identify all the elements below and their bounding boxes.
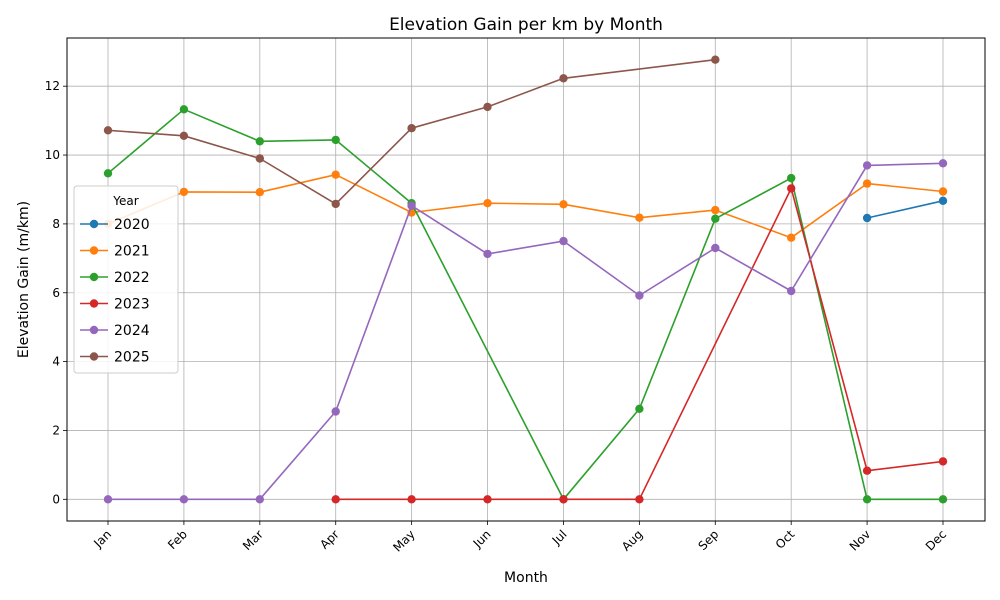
data-point xyxy=(331,135,340,145)
chart-title: Elevation Gain per km by Month xyxy=(389,15,663,35)
data-point xyxy=(103,169,113,178)
data-point xyxy=(711,205,720,215)
data-point xyxy=(711,55,720,64)
series-line xyxy=(335,187,944,501)
data-point xyxy=(331,407,340,416)
data-point xyxy=(635,495,644,504)
data-point xyxy=(103,126,113,135)
data-point xyxy=(483,199,492,208)
data-point xyxy=(635,213,644,222)
data-point xyxy=(179,187,189,197)
y-tick-label: 2 xyxy=(52,423,60,437)
data-point xyxy=(938,159,948,168)
y-ticks: 0 2 4 6 8 10 12 xyxy=(45,79,67,506)
legend-label: 2024 xyxy=(114,323,150,339)
legend-marker xyxy=(89,272,99,282)
data-point xyxy=(331,495,340,504)
legend-item-2024: 2024 xyxy=(80,323,150,339)
data-point xyxy=(635,404,644,413)
data-point xyxy=(862,179,872,188)
data-point xyxy=(407,124,416,133)
series-2025 xyxy=(103,55,720,209)
data-point xyxy=(103,495,113,504)
data-point xyxy=(483,249,492,259)
legend-label: 2021 xyxy=(114,244,150,260)
legend-label: 2020 xyxy=(114,217,150,233)
legend-marker xyxy=(89,352,99,361)
legend-item-2022: 2022 xyxy=(80,270,150,286)
data-point xyxy=(255,188,264,197)
data-point xyxy=(938,457,948,466)
data-point xyxy=(179,105,189,114)
data-point xyxy=(862,213,872,223)
legend-title: Year xyxy=(112,194,138,208)
data-point xyxy=(331,170,340,179)
data-point xyxy=(787,173,796,183)
data-point xyxy=(407,201,416,210)
legend-item-2020: 2020 xyxy=(80,217,150,233)
data-point xyxy=(862,161,872,170)
data-point xyxy=(255,137,264,146)
data-point xyxy=(331,199,340,209)
legend-item-2025: 2025 xyxy=(80,350,150,366)
series-line xyxy=(108,162,944,501)
data-point xyxy=(483,495,492,504)
series-2024 xyxy=(103,159,948,504)
data-point xyxy=(559,200,568,209)
data-point xyxy=(179,131,189,140)
series-layer xyxy=(103,55,948,504)
y-axis-title: Elevation Gain (m/km) xyxy=(16,201,32,358)
data-point xyxy=(711,243,720,253)
data-point xyxy=(559,74,568,83)
y-tick-label: 10 xyxy=(45,148,60,162)
y-tick-label: 4 xyxy=(52,355,60,369)
legend: Year 2020 2021 2022 2023 2024 2025 xyxy=(73,185,179,374)
legend-label: 2022 xyxy=(114,270,150,286)
legend-label: 2023 xyxy=(114,297,150,313)
data-point xyxy=(559,495,568,504)
data-point xyxy=(862,466,872,475)
data-point xyxy=(559,236,568,246)
data-point xyxy=(938,495,948,504)
y-tick-label: 12 xyxy=(45,79,60,93)
legend-item-2021: 2021 xyxy=(80,244,150,260)
data-point xyxy=(787,286,796,296)
data-point xyxy=(938,187,948,196)
data-point xyxy=(787,233,796,242)
data-point xyxy=(407,495,416,504)
data-point xyxy=(483,102,492,112)
data-point xyxy=(179,495,189,504)
data-point xyxy=(635,291,644,300)
series-2020 xyxy=(862,196,948,223)
series-2023 xyxy=(331,184,948,504)
data-point xyxy=(862,495,872,504)
y-tick-label: 6 xyxy=(52,286,60,300)
legend-marker xyxy=(89,325,99,335)
series-line xyxy=(107,58,716,205)
legend-marker xyxy=(89,246,99,255)
legend-marker xyxy=(89,299,99,308)
legend-marker xyxy=(89,219,99,229)
legend-box xyxy=(73,185,179,374)
legend-label: 2025 xyxy=(114,350,150,366)
legend-item-2023: 2023 xyxy=(80,297,150,313)
grid xyxy=(67,38,985,521)
data-point xyxy=(938,196,948,205)
data-point xyxy=(255,495,264,504)
data-point xyxy=(787,184,796,193)
x-axis-title: Month xyxy=(504,570,548,586)
series-line xyxy=(866,200,944,219)
data-point xyxy=(711,214,720,223)
y-tick-label: 0 xyxy=(52,492,60,506)
data-point xyxy=(255,154,264,163)
y-tick-label: 8 xyxy=(52,217,60,231)
plot-frame xyxy=(66,37,986,522)
